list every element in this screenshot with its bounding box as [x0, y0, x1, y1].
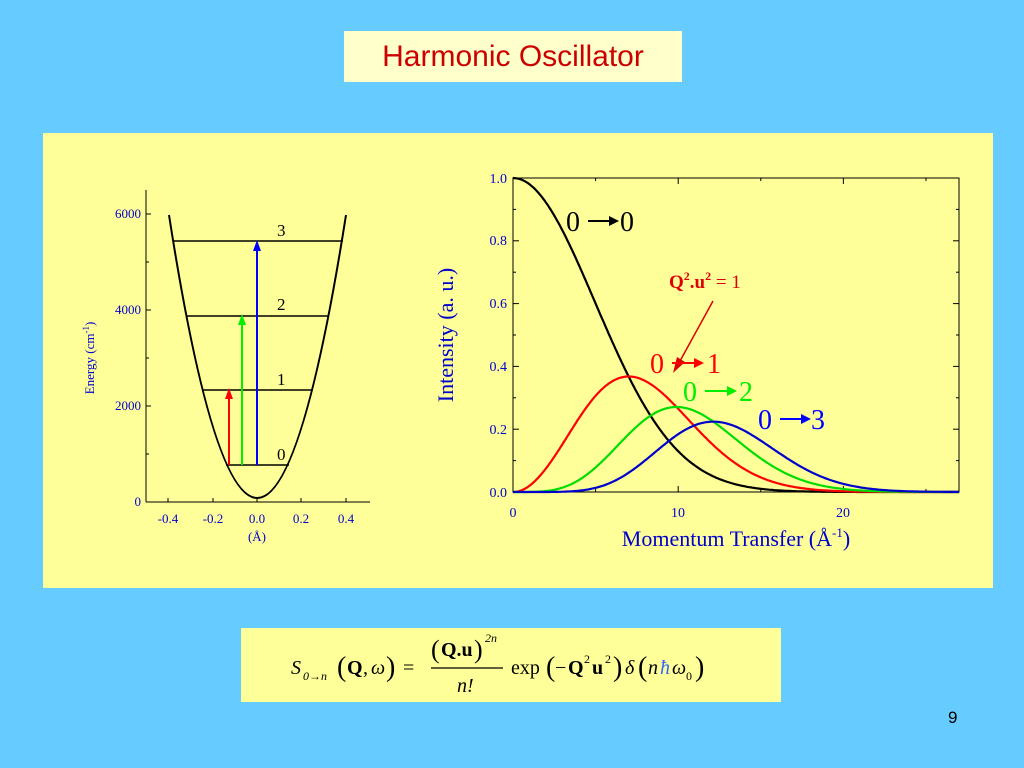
scattering-formula: S 0→n ( Q , ω ) = ( Q.u ) 2n n! exp ( − … [291, 631, 704, 697]
left-y-axis-label: Energy (cm-1) [81, 322, 97, 395]
right-y-tick: 0.8 [490, 234, 508, 249]
right-x-axis-label: Momentum Transfer (Å-1) [622, 525, 850, 551]
formula-num-Qu: Q.u [441, 639, 473, 661]
formula-omega0: ω [672, 657, 686, 679]
formula-u2-pow: 2 [605, 652, 611, 666]
formula-box: S 0→n ( Q , ω ) = ( Q.u ) 2n n! exp ( − … [241, 628, 781, 702]
series-label-03: 0 3 [758, 405, 825, 436]
series-line-2 [513, 405, 959, 494]
left-x-tick: 0.0 [249, 511, 265, 526]
left-x-tick-labels: -0.4 -0.2 0.0 0.2 0.4 [158, 511, 355, 526]
right-y-tick: 0.4 [490, 360, 508, 375]
formula-exp-rparen: ) [613, 652, 622, 683]
slide-title: Harmonic Oscillator [344, 31, 682, 82]
formula-omega: ω [371, 657, 385, 679]
level-label: 1 [277, 370, 286, 389]
svg-text:1: 1 [707, 349, 721, 380]
annotation-Qu: Q2.u2 = 1 [669, 269, 741, 293]
level-label: 3 [277, 221, 286, 240]
formula-omega0-sub: 0 [686, 669, 692, 683]
formula-lparen: ( [337, 652, 346, 683]
left-y-tick: 6000 [115, 206, 141, 221]
arrow-red-head [225, 388, 233, 399]
formula-sub: 0→n [303, 669, 327, 683]
formula-rparen: ) [386, 652, 395, 683]
formula-delta-lparen: ( [638, 652, 647, 683]
left-x-axis-label: (Å) [248, 529, 266, 544]
left-y-tick-labels: 0 2000 4000 6000 [115, 206, 141, 509]
formula-num-pow: 2n [485, 631, 497, 645]
formula-S: S [291, 657, 301, 679]
level-labels: 0 1 2 3 [277, 221, 286, 464]
right-y-tick: 0.0 [490, 486, 508, 501]
arrow-blue-head [253, 240, 261, 251]
arrow-green-head [238, 314, 246, 325]
formula-n: n [648, 657, 658, 679]
formula-Q2: Q [568, 657, 584, 679]
page-number: 9 [948, 708, 958, 727]
right-x-tick: 10 [671, 506, 685, 521]
right-x-tick-labels: 0 10 20 [510, 506, 851, 521]
left-x-tick: 0.4 [338, 511, 355, 526]
svg-text:0: 0 [566, 207, 580, 238]
svg-text:2: 2 [739, 377, 753, 408]
annotation-pointer-head [673, 357, 685, 373]
level-label: 0 [277, 445, 286, 464]
formula-u2: u [592, 657, 603, 679]
transition-arrows [225, 240, 261, 465]
left-y-ticks [146, 213, 151, 503]
svg-text:3: 3 [811, 405, 825, 436]
curves [512, 176, 959, 494]
formula-equals: = [403, 657, 414, 679]
formula-exp: exp [511, 657, 540, 679]
right-y-tick-labels: 0.0 0.2 0.4 0.6 0.8 1.0 [490, 172, 508, 501]
svg-text:0: 0 [620, 207, 634, 238]
formula-exp-lparen: ( [546, 652, 555, 683]
formula-minus: − [555, 657, 566, 679]
right-y-tick: 0.2 [490, 423, 508, 438]
right-x-tick: 0 [510, 506, 517, 521]
svg-text:0: 0 [650, 349, 664, 380]
formula-num-lparen: ( [431, 635, 440, 664]
series-label-02: 0 2 [683, 377, 753, 408]
energy-diagram: 0 2000 4000 6000 -0.4 -0.2 0.0 0.2 0.4 (… [81, 190, 370, 544]
formula-Q2-pow: 2 [584, 652, 590, 666]
series-line-3 [513, 420, 959, 494]
intensity-plot: 0.0 0.2 0.4 0.6 0.8 1.0 0 10 20 Momentum… [433, 172, 960, 551]
formula-num-rparen: ) [474, 635, 483, 664]
figure-panel: 0 2000 4000 6000 -0.4 -0.2 0.0 0.2 0.4 (… [43, 133, 993, 588]
formula-hbar: ħ [660, 657, 670, 679]
level-label: 2 [277, 295, 286, 314]
formula-delta: δ [625, 657, 635, 679]
left-y-tick: 0 [135, 494, 142, 509]
potential-parabola [168, 214, 347, 499]
right-y-axis-label: Intensity (a. u.) [433, 268, 458, 402]
series-line-1 [512, 375, 959, 494]
left-y-tick: 4000 [115, 302, 141, 317]
formula-Q: Q [347, 657, 363, 679]
formula-comma: , [363, 657, 368, 679]
right-y-tick: 1.0 [490, 172, 508, 187]
right-y-tick: 0.6 [490, 297, 508, 312]
left-y-tick: 2000 [115, 398, 141, 413]
formula-delta-rparen: ) [695, 652, 704, 683]
series-label-01: 0 1 [650, 349, 721, 380]
right-x-tick: 20 [836, 506, 850, 521]
left-x-tick: -0.2 [203, 511, 224, 526]
series-label-00: 0 0 [566, 207, 634, 238]
left-x-tick: -0.4 [158, 511, 179, 526]
left-x-tick: 0.2 [293, 511, 309, 526]
formula-den: n! [457, 675, 474, 697]
svg-text:0: 0 [683, 377, 697, 408]
slide-title-text: Harmonic Oscillator [382, 39, 644, 73]
annotation-pointer [679, 300, 714, 362]
svg-text:0: 0 [758, 405, 772, 436]
